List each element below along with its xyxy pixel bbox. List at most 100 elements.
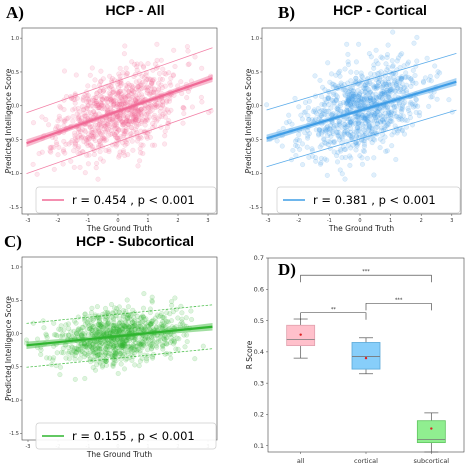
scatter-point (185, 88, 191, 94)
scatter-point (167, 96, 173, 102)
scatter-point (117, 73, 123, 79)
scatter-point (102, 120, 108, 126)
scatter-point (61, 119, 67, 125)
scatter-point (116, 89, 122, 95)
scatter-point (112, 122, 118, 128)
scatter-point (108, 104, 114, 110)
scatter-point (62, 150, 68, 156)
scatter-point (115, 112, 121, 118)
scatter-point (112, 133, 118, 139)
scatter-point (138, 120, 144, 126)
scatter-point (81, 94, 87, 100)
y-tick-label: 0.3 (254, 379, 264, 387)
scatter-point (115, 135, 121, 141)
scatter-point (128, 131, 134, 137)
scatter-point (72, 133, 78, 139)
scatter-point (86, 152, 92, 158)
scatter-point (103, 97, 109, 103)
scatter-point (134, 67, 140, 73)
scatter-point (91, 151, 97, 157)
scatter-point (103, 147, 109, 153)
x-tick-label: cortical (354, 457, 378, 465)
scatter-point (123, 65, 129, 71)
scatter-point (86, 131, 92, 137)
scatter-point (159, 98, 165, 104)
scatter-point (91, 112, 97, 118)
scatter-point (74, 95, 80, 101)
scatter-point (117, 101, 123, 107)
scatter-point (151, 89, 157, 95)
scatter-point (138, 150, 144, 156)
scatter-point (89, 132, 95, 138)
scatter-point (145, 85, 151, 91)
scatter-point (168, 82, 174, 88)
scatter-point (128, 125, 134, 131)
x-tick-label: -3 (26, 218, 31, 224)
y-tick-label: 0.2 (254, 411, 264, 419)
scatter-point (82, 92, 88, 98)
scatter-point (76, 115, 82, 121)
scatter-point (113, 103, 119, 109)
scatter-point (192, 54, 198, 60)
scatter-point (77, 132, 83, 138)
scatter-point (117, 116, 123, 122)
scatter-point (121, 132, 127, 138)
scatter-point (115, 89, 121, 95)
scatter-point (106, 123, 112, 129)
scatter-point (115, 92, 121, 98)
scatter-point (121, 88, 127, 94)
scatter-point (55, 118, 61, 124)
scatter-point (139, 94, 145, 100)
scatter-point (30, 161, 36, 167)
scatter-point (110, 99, 116, 105)
scatter-point (54, 124, 60, 130)
scatter-point (117, 88, 123, 94)
scatter-point (156, 86, 162, 92)
scatter-point (151, 114, 157, 120)
scatter-point (117, 88, 123, 94)
scatter-point (96, 142, 102, 148)
x-tick-label: -2 (56, 218, 61, 224)
scatter-point (119, 96, 125, 102)
scatter-point (138, 107, 144, 113)
scatter-point (125, 121, 131, 127)
scatter-point (160, 111, 166, 117)
scatter-point (155, 87, 161, 93)
scatter-point (144, 87, 150, 93)
scatter-point (117, 65, 123, 71)
scatter-point (108, 94, 114, 100)
scatter-point (135, 108, 141, 114)
scatter-point (113, 134, 119, 140)
scatter-point (129, 88, 135, 94)
scatter-point (137, 146, 143, 152)
scatter-point (120, 70, 126, 76)
scatter-point (69, 137, 75, 143)
scatter-point (85, 135, 91, 141)
scatter-point (87, 124, 93, 130)
significance-bracket (300, 274, 432, 283)
scatter-point (106, 149, 112, 155)
scatter-point (162, 141, 168, 147)
scatter-point (136, 78, 142, 84)
panel-c-title: HCP - Subcortical (76, 233, 194, 249)
scatter-point (144, 90, 150, 96)
scatter-point (139, 119, 145, 125)
scatter-point (168, 75, 174, 81)
scatter-point (104, 95, 110, 101)
scatter-point (168, 107, 174, 113)
scatter-point (130, 84, 136, 90)
scatter-point (131, 61, 137, 67)
scatter-point (93, 95, 99, 101)
scatter-point (135, 117, 141, 123)
scatter-point (135, 112, 141, 118)
scatter-point (110, 87, 116, 93)
scatter-point (125, 93, 131, 99)
scatter-point (121, 121, 127, 127)
scatter-point (76, 117, 82, 123)
scatter-point (76, 109, 82, 115)
scatter-point (140, 63, 146, 69)
scatter-point (72, 100, 78, 106)
scatter-point (136, 113, 142, 119)
